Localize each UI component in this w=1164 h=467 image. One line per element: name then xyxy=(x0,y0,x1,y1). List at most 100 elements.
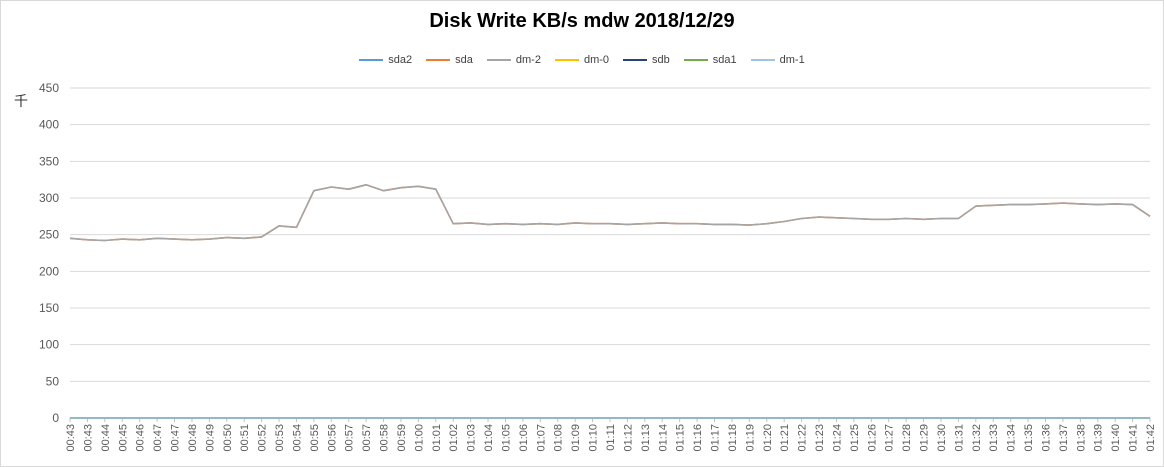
x-tick-label: 01:18 xyxy=(727,424,739,452)
x-tick-label: 01:34 xyxy=(1006,424,1018,452)
x-tick-label: 01:09 xyxy=(570,424,582,452)
legend-label: dm-0 xyxy=(583,54,610,66)
x-tick-label: 01:42 xyxy=(1145,424,1157,452)
series-line-sda xyxy=(69,184,1151,242)
legend-swatch xyxy=(554,59,579,61)
legend-label: sda xyxy=(455,54,473,66)
legend-label: dm-1 xyxy=(779,54,805,66)
x-tick-label: 01:31 xyxy=(953,424,965,452)
x-tick-label: 01:01 xyxy=(431,424,443,452)
x-tick-label: 01:19 xyxy=(744,424,756,452)
y-tick-label: 350 xyxy=(39,154,59,168)
x-tick-label: 01:03 xyxy=(466,424,478,452)
x-tick-label: 01:32 xyxy=(971,424,983,452)
x-tick-label: 00:45 xyxy=(117,424,129,452)
x-tick-label: 01:24 xyxy=(831,424,843,452)
x-tick-label: 00:43 xyxy=(82,424,94,452)
x-tick-label: 01:30 xyxy=(936,424,948,452)
x-tick-label: 01:14 xyxy=(657,424,669,452)
y-tick-label: 450 xyxy=(39,81,59,95)
x-tick-label: 01:06 xyxy=(518,424,530,452)
y-tick-label: 300 xyxy=(39,191,59,205)
x-tick-label: 01:29 xyxy=(919,424,931,452)
x-tick-label: 00:47 xyxy=(152,424,164,452)
legend-swatch xyxy=(486,59,511,61)
x-tick-label: 01:00 xyxy=(413,424,425,452)
x-tick-label: 00:57 xyxy=(344,424,356,452)
x-tick-label: 01:28 xyxy=(901,424,913,452)
legend-label: sdb xyxy=(652,54,670,66)
x-tick-label: 00:44 xyxy=(100,424,112,452)
x-tick-label: 01:16 xyxy=(692,424,704,452)
x-tick-label: 01:12 xyxy=(622,424,634,452)
x-tick-label: 00:48 xyxy=(187,424,199,452)
x-tick-label: 01:39 xyxy=(1093,424,1105,452)
x-tick-label: 01:33 xyxy=(988,424,1000,452)
legend-swatch xyxy=(750,59,775,61)
x-tick-label: 00:54 xyxy=(291,424,303,452)
x-tick-label: 01:27 xyxy=(884,424,896,452)
legend-item-sda2: sda2 xyxy=(359,54,412,66)
series-line-dm-2 xyxy=(69,184,1151,242)
legend-swatch xyxy=(359,59,384,61)
legend-swatch xyxy=(623,59,648,61)
x-tick-label: 01:41 xyxy=(1128,424,1140,452)
x-tick-label: 01:25 xyxy=(849,424,861,452)
x-tick-label: 01:07 xyxy=(535,424,547,452)
x-tick-label: 01:23 xyxy=(814,424,826,452)
x-tick-label: 01:05 xyxy=(500,424,512,452)
x-tick-label: 00:59 xyxy=(396,424,408,452)
x-tick-label: 01:13 xyxy=(640,424,652,452)
x-tick-label: 00:55 xyxy=(309,424,321,452)
legend-item-dm-1: dm-1 xyxy=(750,54,805,66)
x-tick-label: 01:15 xyxy=(675,424,687,452)
legend-swatch xyxy=(426,59,451,61)
legend-item-dm-2: dm-2 xyxy=(486,54,541,66)
x-tick-label: 01:40 xyxy=(1110,424,1122,452)
x-tick-label: 00:53 xyxy=(274,424,286,452)
x-tick-label: 00:52 xyxy=(257,424,269,452)
legend-label: sda2 xyxy=(388,54,413,66)
y-tick-label: 100 xyxy=(39,338,59,352)
legend-swatch xyxy=(683,59,708,61)
x-tick-label: 01:04 xyxy=(483,424,495,452)
x-tick-label: 01:11 xyxy=(605,424,617,451)
y-tick-label: 400 xyxy=(39,118,59,132)
x-tick-label: 00:57 xyxy=(361,424,373,452)
x-tick-label: 01:08 xyxy=(553,424,565,452)
x-tick-label: 00:43 xyxy=(65,424,77,452)
x-tick-label: 00:47 xyxy=(170,424,182,452)
y-tick-label: 200 xyxy=(39,264,59,278)
legend-item-sda: sda xyxy=(426,54,473,66)
x-tick-label: 00:50 xyxy=(222,424,234,452)
y-tick-label: 0 xyxy=(52,411,59,425)
x-tick-label: 01:10 xyxy=(588,424,600,452)
x-tick-label: 01:02 xyxy=(448,424,460,452)
x-tick-label: 01:22 xyxy=(797,424,809,452)
y-tick-label: 50 xyxy=(46,374,60,388)
x-tick-label: 01:35 xyxy=(1023,424,1035,452)
legend-label: sda1 xyxy=(712,54,737,66)
x-tick-label: 00:51 xyxy=(239,424,251,452)
legend-item-dm-0: dm-0 xyxy=(554,54,610,66)
y-axis-unit-label: 千 xyxy=(14,93,28,109)
x-tick-label: 00:46 xyxy=(135,424,147,452)
x-tick-label: 01:36 xyxy=(1040,424,1052,452)
x-tick-label: 00:58 xyxy=(379,424,391,452)
legend-item-sda1: sda1 xyxy=(683,54,737,66)
legend-label: dm-2 xyxy=(515,54,541,66)
x-tick-label: 01:26 xyxy=(866,424,878,452)
y-tick-label: 250 xyxy=(39,228,59,242)
x-tick-label: 01:17 xyxy=(710,424,722,452)
legend-item-sdb: sdb xyxy=(623,54,670,66)
chart-legend: sda2 sda dm-2 dm-0 sdb sda1 dm-1 xyxy=(0,54,1164,66)
x-tick-label: 01:20 xyxy=(762,424,774,452)
y-tick-label: 150 xyxy=(39,301,59,315)
x-tick-label: 01:38 xyxy=(1075,424,1087,452)
x-tick-label: 00:56 xyxy=(326,424,338,452)
x-tick-label: 01:37 xyxy=(1058,424,1070,452)
x-tick-label: 01:21 xyxy=(779,424,791,452)
chart-title: Disk Write KB/s mdw 2018/12/29 xyxy=(429,10,735,32)
